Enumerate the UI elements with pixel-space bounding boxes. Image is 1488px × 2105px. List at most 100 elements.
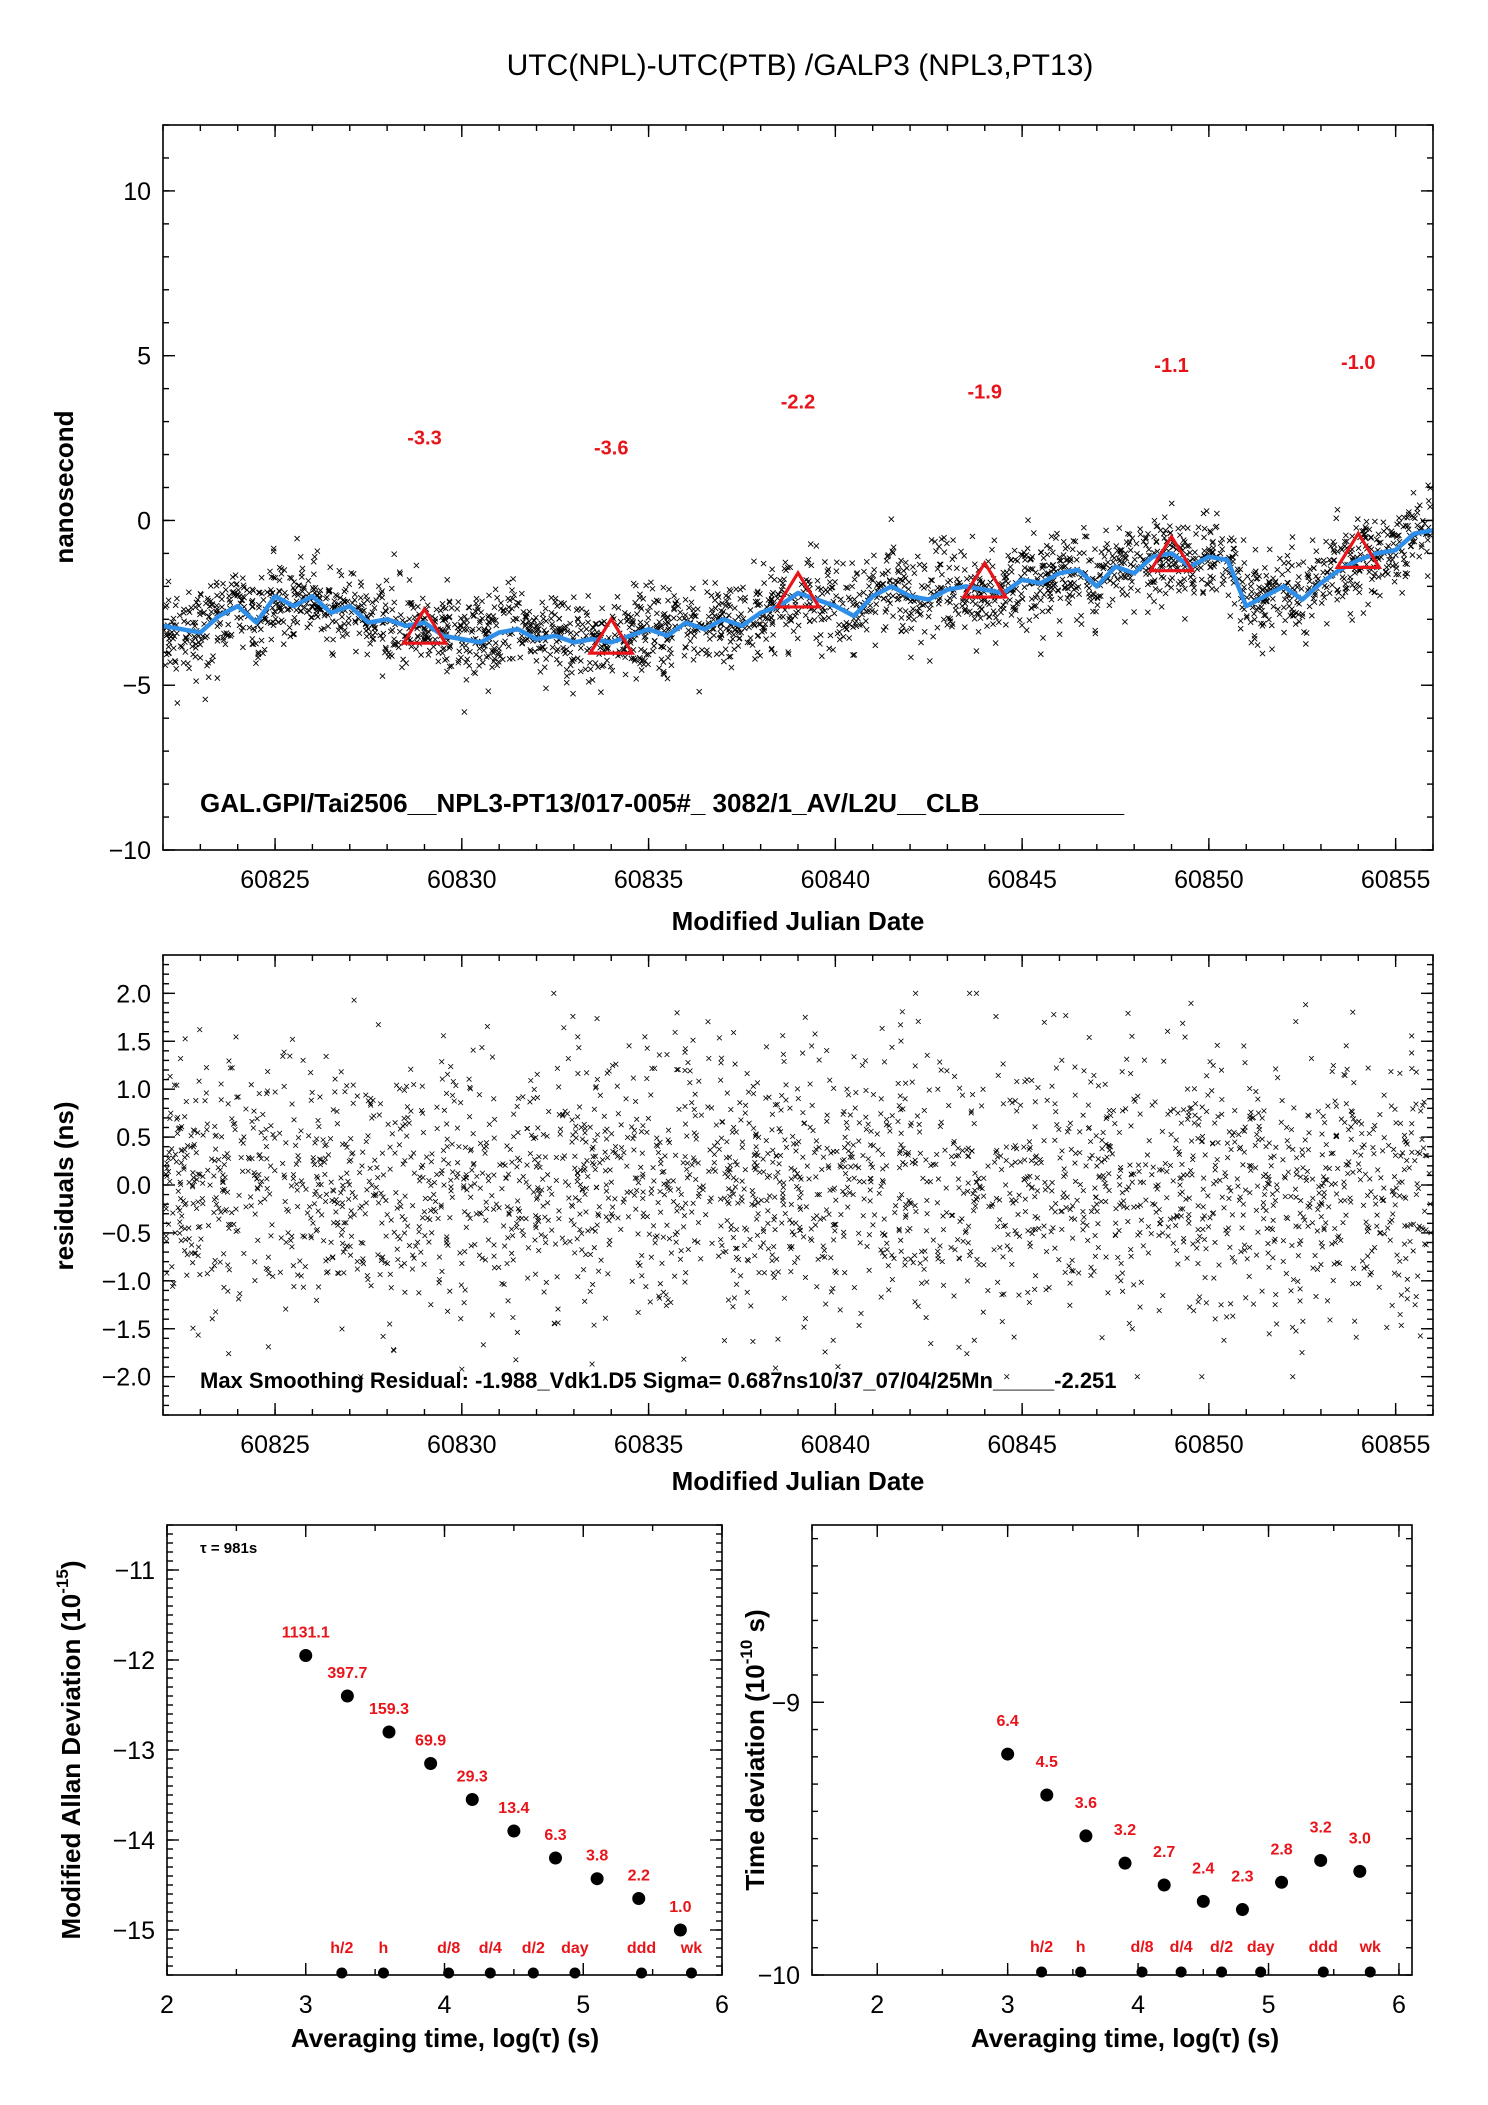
scatter-point [1371, 589, 1378, 596]
x-tick-label: 60835 [614, 866, 684, 894]
scatter-point [585, 593, 592, 599]
residual-point [358, 1239, 364, 1246]
residual-point [1288, 1288, 1294, 1294]
residual-point [479, 1170, 486, 1176]
scatter-point [1334, 586, 1341, 593]
residual-point [1247, 1190, 1253, 1196]
residual-point [581, 1121, 587, 1128]
residual-point [629, 1278, 635, 1284]
scatter-point [1400, 556, 1407, 563]
residual-point [969, 1148, 975, 1154]
residual-point [1068, 1215, 1075, 1221]
scatter-point [691, 645, 698, 652]
residual-point [1203, 1246, 1209, 1252]
residual-point [501, 1243, 508, 1249]
residual-point [188, 1242, 195, 1248]
residual-point [1391, 1174, 1398, 1180]
residual-point [897, 1237, 904, 1244]
scatter-point [641, 634, 648, 640]
scatter-point [280, 619, 287, 625]
residual-point [1414, 1273, 1421, 1279]
scatter-point [660, 659, 667, 666]
residual-point [1199, 1373, 1205, 1380]
residual-point [1202, 1152, 1208, 1158]
residual-point [1032, 1194, 1038, 1200]
scatter-point [1330, 538, 1337, 545]
scatter-point [649, 585, 656, 592]
residual-point [1081, 1068, 1087, 1074]
scatter-point [383, 646, 389, 653]
residual-point [1273, 1291, 1279, 1298]
residual-point [1298, 1197, 1304, 1204]
scatter-point [225, 632, 232, 639]
scatter-point [978, 597, 985, 604]
residual-point [1026, 1146, 1032, 1153]
residual-point [354, 1258, 360, 1265]
scatter-point [568, 669, 575, 676]
scatter-point [510, 575, 517, 582]
scatter-point [880, 627, 887, 634]
residual-point [750, 1091, 757, 1097]
residual-point [1115, 1254, 1121, 1261]
residual-point [1390, 1211, 1396, 1217]
scatter-point [1307, 566, 1313, 573]
residual-point [489, 1193, 495, 1199]
scatter-point [885, 597, 892, 604]
residual-point [1156, 1307, 1162, 1314]
scatter-point [1090, 608, 1096, 615]
residual-point [562, 1108, 568, 1114]
residual-point [294, 1187, 300, 1193]
scatter-point [1040, 635, 1046, 641]
residual-point [804, 1163, 810, 1169]
scatter-point [943, 540, 950, 547]
scatter-point [815, 584, 821, 591]
residual-point [648, 1186, 655, 1192]
scatter-point [1195, 524, 1202, 531]
residual-point [930, 1237, 937, 1243]
scatter-point [461, 709, 468, 715]
scatter-point [1008, 568, 1015, 575]
residual-point [408, 1066, 414, 1073]
residual-point [604, 1070, 610, 1076]
residual-point [892, 1209, 898, 1216]
scatter-point [382, 602, 389, 609]
residual-point [1122, 1106, 1129, 1112]
residual-point [265, 1254, 272, 1260]
residual-point [775, 1269, 781, 1275]
residual-point [318, 1181, 324, 1188]
scatter-point [993, 614, 999, 621]
residual-point [596, 1204, 603, 1210]
scatter-point [213, 582, 220, 589]
residual-point [838, 1211, 844, 1218]
residual-point [1272, 1302, 1278, 1308]
residual-point [554, 1065, 561, 1072]
residual-point [1325, 1103, 1331, 1109]
scatter-point [1088, 598, 1094, 604]
scatter-point [911, 570, 918, 577]
scatter-point [636, 654, 643, 661]
scatter-point [301, 583, 307, 590]
residual-point [1262, 1185, 1268, 1191]
residual-point [1013, 1198, 1019, 1204]
residual-point [730, 1029, 737, 1036]
residual-point [1066, 1263, 1072, 1269]
residual-point [597, 1160, 603, 1166]
residual-point [1300, 1165, 1306, 1171]
scatter-point [1151, 533, 1158, 540]
residual-point [1242, 1059, 1248, 1066]
scatter-point [291, 614, 298, 621]
residual-point [1095, 1083, 1102, 1089]
scatter-point [961, 567, 968, 573]
residual-point [739, 1198, 745, 1204]
scatter-point [905, 615, 912, 622]
residual-point [1092, 1253, 1099, 1260]
residual-point [965, 1180, 971, 1186]
scatter-point [583, 626, 590, 632]
scatter-point [840, 560, 846, 567]
residual-point [1293, 1018, 1299, 1025]
scatter-point [866, 583, 872, 590]
residual-point [644, 1075, 650, 1082]
residual-point [1227, 1244, 1233, 1251]
residual-point [1291, 1105, 1297, 1111]
residual-point [1260, 1199, 1267, 1206]
